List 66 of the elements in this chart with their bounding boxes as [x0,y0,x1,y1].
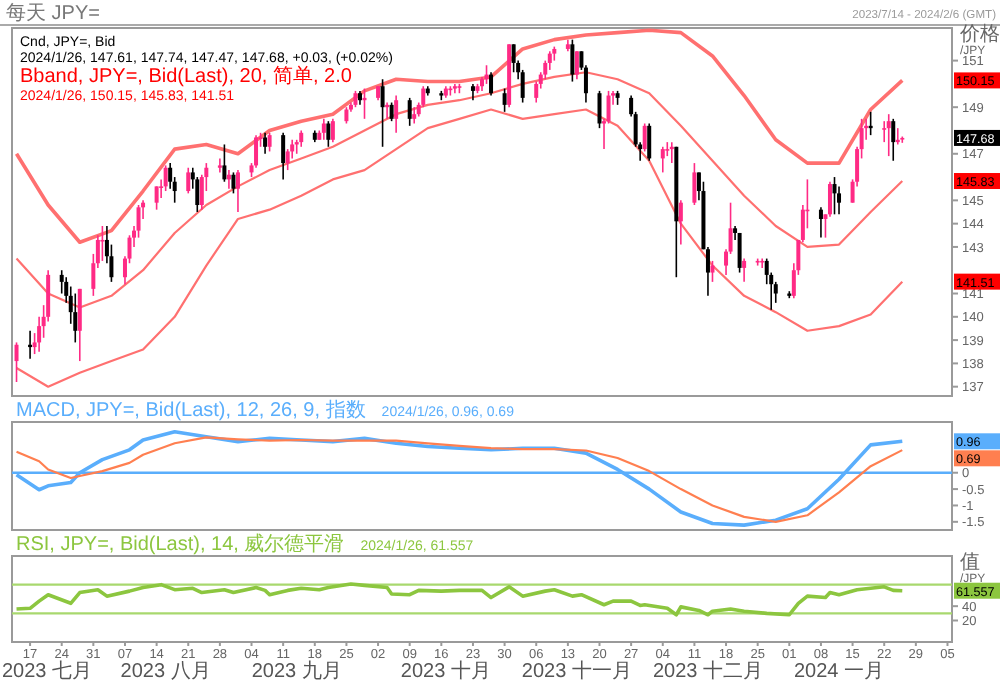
candlestick [502,87,507,113]
candlestick [642,122,647,153]
candlestick [547,50,552,71]
x2-tick-label: 2023 十月 [400,659,491,680]
candlestick [737,232,742,274]
candlestick [254,134,259,169]
candlestick [186,166,191,195]
candlestick [326,120,331,148]
candlestick [154,185,159,211]
candlestick [570,38,575,83]
candlestick [660,145,665,174]
candlestick [330,118,335,143]
candlestick [489,71,494,97]
candlestick [14,341,19,383]
candlestick [235,169,240,213]
candlestick [321,118,326,141]
candlestick [832,176,837,216]
x2-tick-label: 2023 七月 [2,659,93,680]
candlestick [136,204,141,239]
candlestick [285,148,290,171]
candlestick [222,143,227,183]
candlestick [380,78,385,148]
candlestick [760,257,765,269]
candlestick [773,281,778,304]
candlestick [891,118,896,162]
candlestick [231,171,236,195]
annotation: Bband, JPY=, Bid(Last), 20, 简单, 2.0 [20,64,353,88]
chart-title: RSI, JPY=, Bid(Last), 14, 威尔德平滑 [16,532,345,556]
candlestick [100,225,105,262]
candlestick [710,260,715,283]
x2-tick-label: 2023 九月 [251,659,342,680]
candlestick [217,157,222,174]
line-series [14,28,905,245]
candlestick [534,80,539,104]
candlestick [678,199,683,246]
text: 每天 JPY= [6,1,101,25]
candlestick [543,59,548,81]
candlestick [407,97,412,127]
candlestick [574,50,579,81]
candlestick [886,113,891,157]
line-series [14,582,905,617]
candlestick [692,162,697,206]
x2-tick-label: 2023 八月 [120,661,211,680]
candlestick [818,206,823,239]
candlestick [742,257,747,283]
candlestick [389,101,394,122]
candlestick [163,164,168,192]
candlestick [281,132,286,181]
candlestick [263,132,268,155]
candlestick [827,180,832,218]
x2-tick-label: 2023 十二月 [652,659,763,680]
line-series [15,108,904,388]
candlestick [597,90,602,129]
candlestick [73,292,78,344]
candlestick [267,132,272,153]
x2-tick-label: 2023 十一月 [521,659,632,680]
candlestick [59,269,64,295]
candlestick [837,185,842,216]
x2-tick-label: 2024 一月 [793,661,885,680]
candlestick [195,176,200,213]
chart-title: MACD, JPY=, Bid(Last), 12, 26, 9, 指数 [16,398,366,422]
candlestick [511,43,516,74]
candlestick [647,122,652,162]
candlestick [520,69,525,104]
candlestick [394,94,399,134]
candlestick [77,288,82,362]
